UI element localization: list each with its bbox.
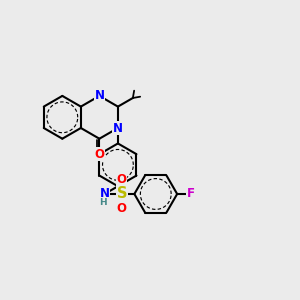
- Text: O: O: [117, 202, 127, 215]
- Text: N: N: [100, 188, 110, 200]
- Text: O: O: [117, 172, 127, 186]
- Text: O: O: [94, 148, 104, 161]
- Text: F: F: [187, 188, 194, 200]
- Text: S: S: [116, 187, 127, 202]
- Text: N: N: [113, 122, 123, 134]
- Text: H: H: [99, 197, 107, 206]
- Text: N: N: [94, 89, 104, 102]
